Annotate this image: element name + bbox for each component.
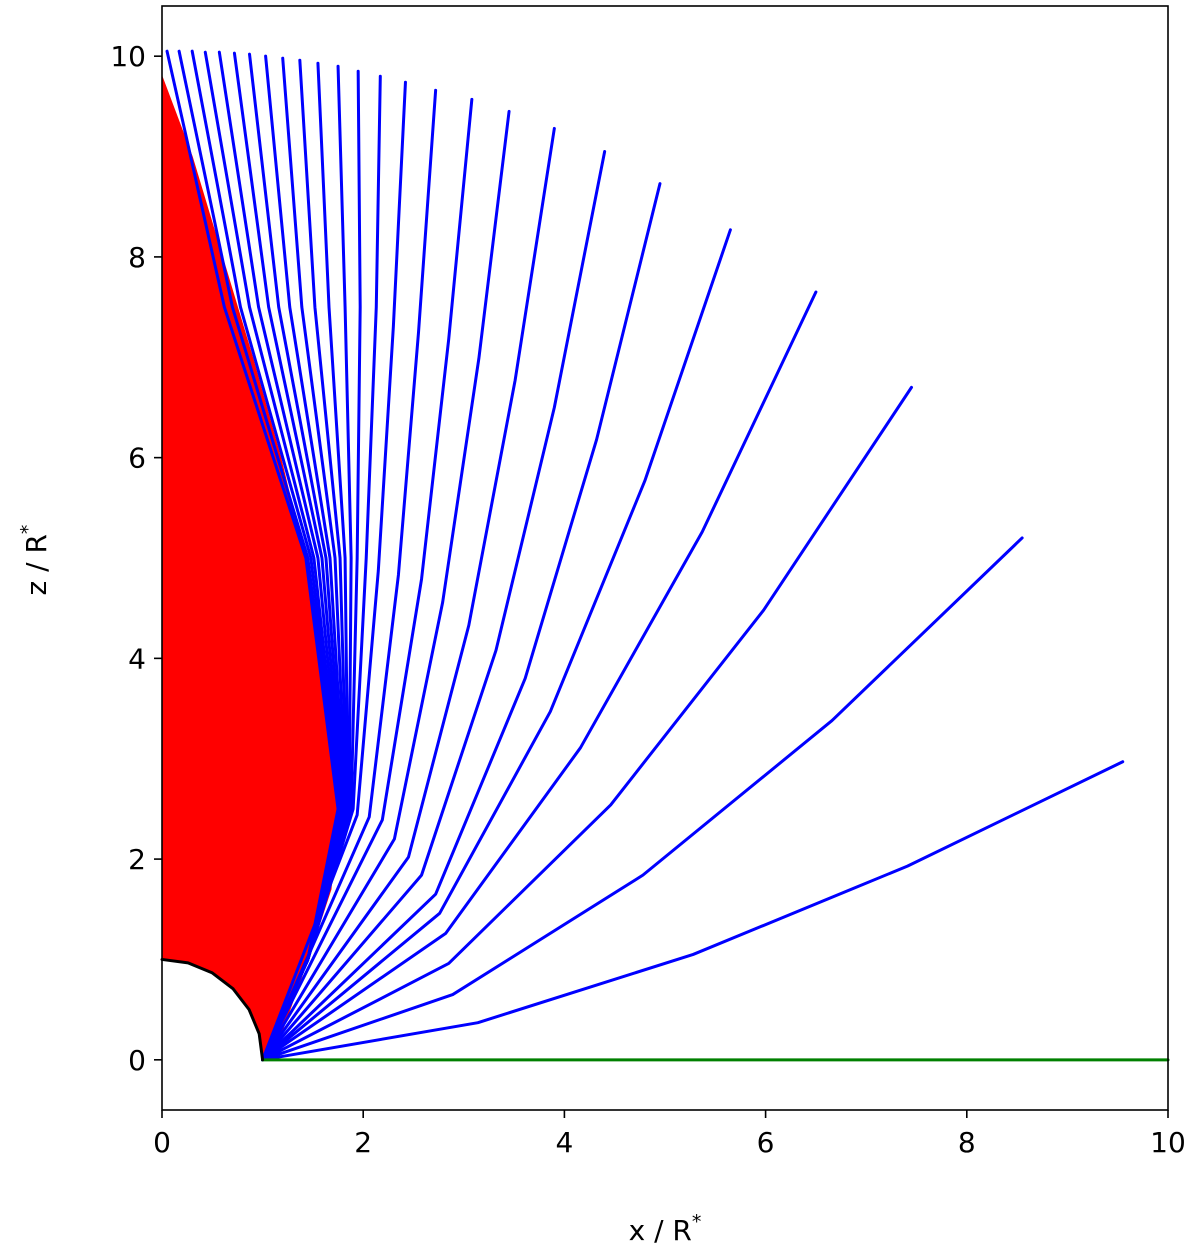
field-line <box>261 150 607 1062</box>
field-line <box>160 957 265 1062</box>
x-tick-label: 4 <box>555 1126 573 1159</box>
x-axis-label-text: x / R <box>629 1214 692 1247</box>
field-line <box>261 126 556 1062</box>
x-tick-label: 10 <box>1150 1126 1186 1159</box>
y-tick-label: 4 <box>128 642 146 675</box>
y-axis-label-superscript: * <box>17 525 39 535</box>
x-tick-label: 2 <box>354 1126 372 1159</box>
y-tick-label: 8 <box>128 241 146 274</box>
field-line <box>261 97 474 1062</box>
y-axis-label: z / R* <box>17 525 53 596</box>
y-tick-label: 2 <box>128 843 146 876</box>
y-tick-label: 0 <box>128 1044 146 1077</box>
field-line <box>261 760 1125 1062</box>
field-line <box>261 385 913 1062</box>
x-tick-label: 8 <box>958 1126 976 1159</box>
field-line <box>261 88 438 1062</box>
field-line <box>261 182 662 1062</box>
field-line <box>261 109 511 1062</box>
y-tick-label: 6 <box>128 442 146 475</box>
y-tick-label: 10 <box>110 40 146 73</box>
plot-frame <box>161 5 1169 1111</box>
field-line <box>261 536 1024 1062</box>
field-line <box>261 290 818 1062</box>
field-line <box>261 228 732 1062</box>
x-axis-label: x / R* <box>629 1211 702 1247</box>
field-line <box>165 49 340 1062</box>
x-tick-label: 6 <box>757 1126 775 1159</box>
x-axis-label-superscript: * <box>692 1211 702 1233</box>
y-axis-label-text: z / R <box>20 534 53 595</box>
x-tick-label: 0 <box>153 1126 171 1159</box>
